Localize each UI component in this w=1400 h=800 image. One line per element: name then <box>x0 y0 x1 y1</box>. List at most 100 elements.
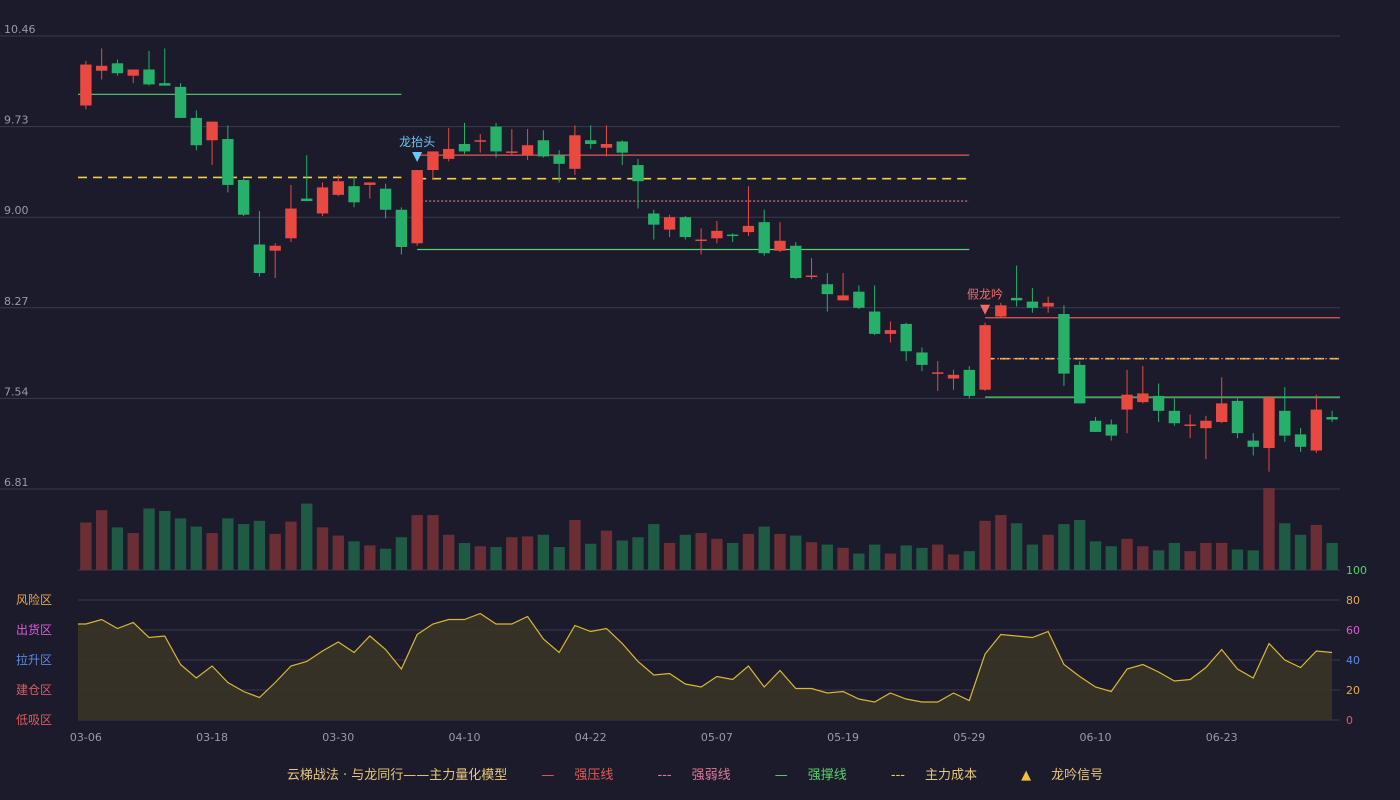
candle-body <box>995 305 1007 317</box>
candle-body <box>711 230 723 239</box>
candle-body <box>206 121 218 141</box>
volume-bar <box>80 522 92 570</box>
volume-bar <box>1326 542 1338 570</box>
candle-body <box>1247 440 1259 447</box>
candle-body <box>80 64 92 106</box>
volume-bar <box>1184 551 1196 570</box>
volume-bar <box>632 537 644 570</box>
candle-body <box>1263 397 1275 449</box>
candle-body <box>932 372 944 374</box>
oscillator-line <box>78 612 1333 703</box>
volume-bar <box>1137 546 1149 570</box>
signal-arrow-icon <box>412 152 423 163</box>
volume-bar <box>301 503 313 570</box>
legend-item-signal: ▲ 龙吟信号 <box>1011 764 1113 783</box>
candle-body <box>443 148 455 159</box>
candle-body <box>1105 424 1117 436</box>
legend-item-cost: --- 主力成本 <box>881 764 987 783</box>
volume-bar <box>963 551 975 570</box>
price-tick-label: 9.73 <box>4 114 29 127</box>
volume-bar <box>1089 541 1102 570</box>
candle-body <box>616 141 628 153</box>
candle-body <box>111 63 124 74</box>
volume-bar <box>569 519 581 570</box>
oscillator-tick-label: 0 <box>1346 714 1353 727</box>
oscillator-tick-label: 20 <box>1346 684 1360 697</box>
legend-mark-strong-pressure: — <box>541 768 555 783</box>
oscillator-zone-label: 风险区 <box>16 592 52 607</box>
volume-bar <box>1042 534 1054 570</box>
candle-body <box>916 352 928 365</box>
candle-body <box>553 155 565 164</box>
x-tick-label: 05-29 <box>953 731 985 744</box>
volume-bar <box>821 544 833 570</box>
legend-item-weak-line: --- 强弱线 <box>648 764 741 783</box>
candle-body <box>537 140 550 157</box>
candle-body <box>285 208 297 239</box>
x-tick-label: 05-07 <box>701 731 733 744</box>
candle-body <box>1326 417 1338 420</box>
volume-bar <box>726 542 739 570</box>
x-tick-label: 06-23 <box>1206 731 1238 744</box>
oscillator-tick-label: 60 <box>1346 624 1360 637</box>
candlestick-chart: 10.46 9.73 9.00 8.27 7.54 6.81 100 80 60 40 20 0 风险区… <box>0 23 1367 744</box>
volume-bar <box>1279 523 1291 570</box>
candle-body <box>1121 394 1133 410</box>
volume-bar <box>1263 488 1275 570</box>
volume-bar <box>711 538 723 570</box>
candle-body <box>1137 393 1149 403</box>
candle-body <box>963 369 975 396</box>
volume-bar <box>159 510 171 570</box>
candle-body <box>174 86 187 118</box>
volume-bar <box>364 545 376 570</box>
x-tick-label: 05-19 <box>827 731 859 744</box>
candle-body <box>1058 314 1070 374</box>
volume-bar <box>395 537 408 570</box>
candle-body <box>348 186 360 203</box>
candle-body <box>332 181 344 195</box>
volume-bar <box>1310 524 1323 570</box>
price-tick-label: 10.46 <box>4 23 36 36</box>
volume-bar <box>679 534 692 570</box>
oscillator-tick-label: 80 <box>1346 594 1360 607</box>
candle-body <box>679 217 692 238</box>
candle-body <box>884 330 897 334</box>
volume-bar <box>884 553 897 570</box>
candle-body <box>632 165 644 182</box>
volume-bar <box>111 527 124 570</box>
volume-bar <box>932 544 944 570</box>
volume-bar <box>695 533 707 570</box>
candle-body <box>569 135 581 169</box>
candle-body <box>1294 434 1307 447</box>
candle-body <box>1231 400 1244 434</box>
volume-bar <box>206 533 218 570</box>
candle-body <box>1074 364 1086 404</box>
oscillator-zone-label: 建仓区 <box>16 683 52 697</box>
oscillator-zone-label: 出货区 <box>16 622 52 637</box>
volume-bar <box>1074 519 1086 570</box>
candle-body <box>585 140 597 144</box>
volume-bar <box>537 534 550 570</box>
x-tick-label: 04-22 <box>575 731 607 744</box>
volume-bar <box>269 533 281 570</box>
volume-bar <box>1216 542 1228 570</box>
candle-body <box>269 245 281 251</box>
candle-body <box>95 65 108 71</box>
candle-body <box>490 126 502 152</box>
volume-bar <box>222 518 234 570</box>
candle-body <box>1184 424 1196 426</box>
candle-body <box>726 234 739 237</box>
candle-body <box>1042 302 1054 307</box>
legend-label-signal: 龙吟信号 <box>1051 768 1104 783</box>
candle-body <box>1152 395 1165 411</box>
price-tick-label: 7.54 <box>4 385 29 398</box>
volume-bar <box>774 533 786 570</box>
legend-mark-signal: ▲ <box>1021 768 1032 783</box>
signal-label: 假龙吟 <box>967 287 1003 302</box>
legend-item-support: — 强撑线 <box>765 764 857 783</box>
candle-body <box>1026 301 1039 308</box>
candle-body <box>127 69 139 76</box>
candle-body <box>1089 420 1102 432</box>
legend-mark-cost: --- <box>890 768 905 783</box>
volume-bar <box>1121 538 1133 570</box>
